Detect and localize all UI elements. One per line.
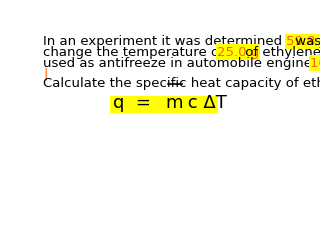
- Text: c ΔT: c ΔT: [182, 94, 227, 112]
- Text: m: m: [165, 94, 183, 112]
- Text: In an experiment it was determined that: In an experiment it was determined that: [43, 35, 318, 48]
- Text: of ethylene glycol (a compound: of ethylene glycol (a compound: [241, 46, 320, 59]
- Text: 25.0 g: 25.0 g: [217, 46, 259, 59]
- Bar: [109, 96, 219, 113]
- Text: change the temperature of: change the temperature of: [43, 46, 228, 59]
- Text: was required to: was required to: [291, 35, 320, 48]
- Text: 10.0 C.: 10.0 C.: [310, 57, 320, 70]
- Text: Calculate the specific heat capacity of ethylene glycol.: Calculate the specific heat capacity of …: [43, 77, 320, 90]
- Text: 59.8 J: 59.8 J: [286, 35, 320, 48]
- Text: q  =: q =: [113, 94, 162, 112]
- Text: used as antifreeze in automobile engines) by: used as antifreeze in automobile engines…: [43, 57, 320, 70]
- Text: |: |: [43, 67, 47, 80]
